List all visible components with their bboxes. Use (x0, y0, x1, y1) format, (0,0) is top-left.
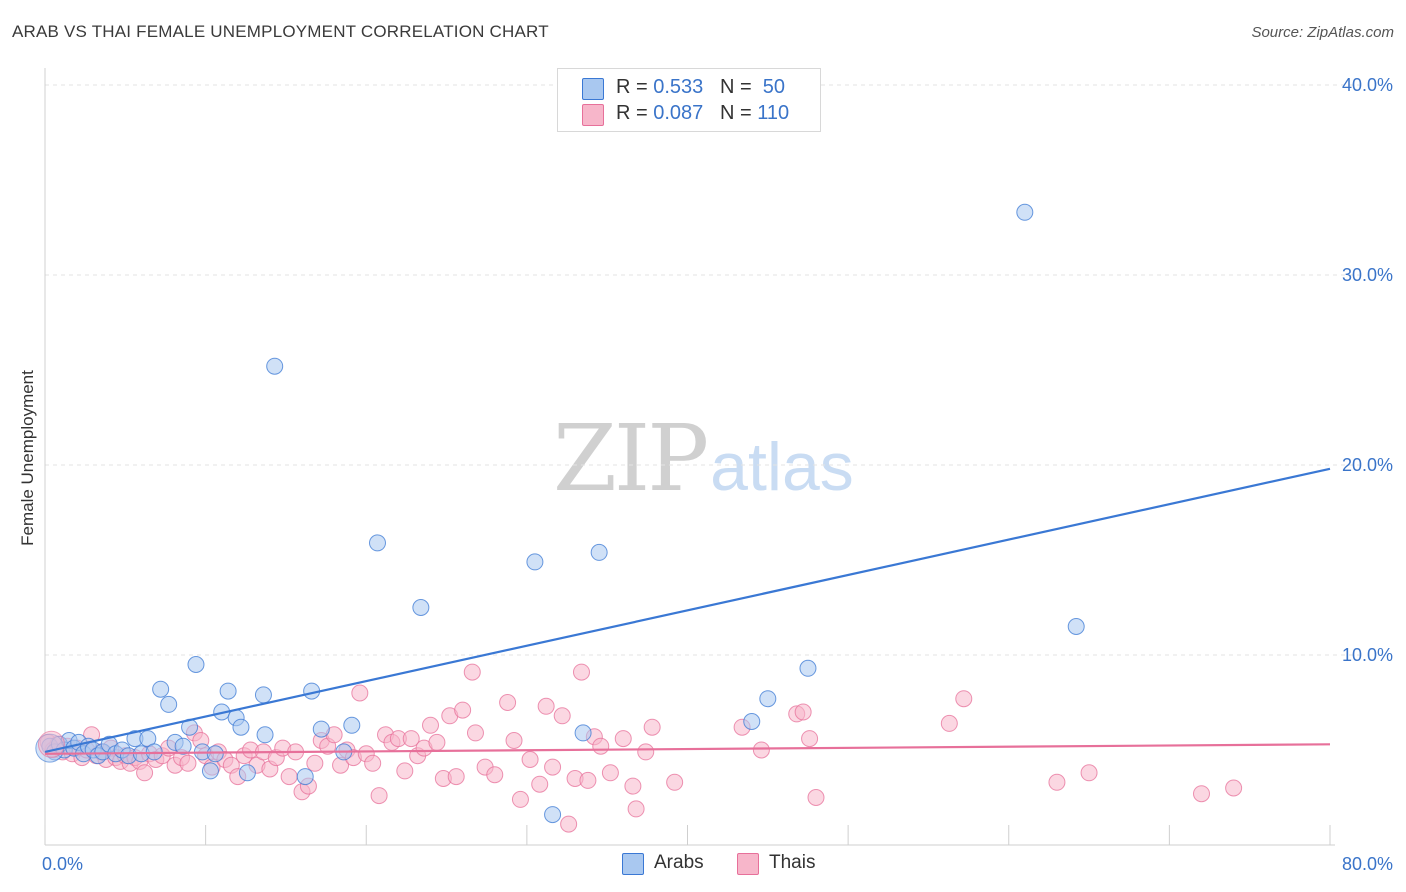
point-arabs (743, 713, 761, 730)
point-arabs (232, 718, 250, 736)
bottom-legend-label-arabs: Arabs (654, 852, 704, 873)
point-arabs (343, 716, 361, 734)
point-thais (592, 737, 610, 755)
legend-r-label: R = (616, 102, 648, 124)
y-tick-label: 10.0% (1342, 645, 1393, 665)
point-thais (627, 800, 645, 818)
point-arabs (174, 737, 192, 755)
legend-n-value-arabs: 50 (762, 76, 786, 98)
point-arabs (219, 682, 237, 700)
point-arabs (312, 720, 330, 738)
point-thais (370, 787, 388, 805)
legend-r-label: R = (616, 76, 648, 98)
point-thais (280, 768, 298, 786)
point-thais (601, 764, 619, 782)
point-thais (801, 730, 819, 748)
x-tick-label: 0.0% (42, 854, 83, 874)
point-thais (1080, 764, 1098, 782)
point-thais (940, 714, 958, 732)
bottom-legend-swatch-thais (737, 853, 759, 875)
point-thais (364, 754, 382, 772)
point-thais (624, 777, 642, 795)
point-arabs (238, 764, 256, 782)
point-thais (560, 815, 578, 833)
point-thais (955, 690, 973, 708)
point-arabs (266, 357, 284, 375)
point-thais (531, 775, 549, 793)
point-arabs (254, 686, 272, 704)
point-thais (666, 773, 684, 791)
point-thais (521, 751, 539, 768)
chart-title: ARAB VS THAI FEMALE UNEMPLOYMENT CORRELA… (12, 22, 549, 41)
point-arabs (1016, 203, 1034, 221)
point-thais (505, 732, 523, 749)
point-thais (553, 707, 571, 725)
point-arabs (1067, 618, 1085, 635)
point-arabs (544, 806, 562, 824)
legend-n-label: N = (719, 76, 752, 98)
point-arabs (201, 762, 219, 780)
point-thais (466, 724, 484, 742)
point-arabs (759, 690, 777, 708)
point-arabs (206, 745, 224, 763)
y-tick-label: 30.0% (1342, 265, 1393, 285)
trend-line-arabs (44, 467, 1331, 753)
point-thais (499, 694, 517, 711)
bottom-legend-swatch-arabs (622, 853, 644, 875)
legend-n-label: N = (719, 102, 752, 124)
point-thais (1048, 773, 1066, 791)
bottom-legend-label-thais: Thais (769, 852, 816, 873)
point-arabs (526, 553, 544, 571)
legend-r-value-thais: 0.087 (653, 102, 704, 124)
point-thais (794, 703, 812, 721)
point-thais (1193, 785, 1210, 803)
point-arabs (160, 695, 178, 713)
point-thais (511, 790, 529, 808)
point-arabs (590, 543, 608, 561)
x-tick-label: 80.0% (1342, 854, 1393, 874)
source-label: Source: ZipAtlas.com (1251, 24, 1394, 41)
legend-swatch-thais (582, 104, 604, 126)
point-thais (537, 697, 555, 715)
point-arabs (368, 534, 386, 552)
correlation-legend: R = 0.533 N = 50 R = 0.087 N = 110 (557, 68, 821, 132)
point-arabs (799, 659, 817, 677)
point-thais (447, 768, 465, 786)
trend-line-thais (44, 743, 1331, 755)
point-arabs (412, 599, 430, 616)
point-thais (614, 730, 632, 748)
legend-n-value-thais: 110 (757, 102, 790, 124)
point-arabs (187, 656, 205, 673)
legend-swatch-arabs (582, 78, 604, 100)
point-thais (402, 730, 420, 748)
point-thais (643, 718, 661, 736)
point-thais (807, 789, 825, 806)
y-tick-label: 20.0% (1342, 455, 1393, 475)
point-thais (454, 701, 472, 719)
point-thais (572, 663, 590, 681)
point-arabs (296, 768, 314, 786)
point-thais (306, 754, 324, 772)
legend-r-value-arabs: 0.533 (653, 76, 704, 98)
point-thais (579, 771, 597, 789)
point-thais (136, 764, 154, 782)
point-thais (1225, 779, 1243, 797)
point-thais (544, 758, 562, 776)
point-arabs (574, 724, 592, 742)
point-thais (351, 684, 369, 702)
y-tick-label: 40.0% (1342, 75, 1393, 95)
point-arabs (152, 680, 170, 698)
point-thais (428, 733, 446, 751)
point-thais (463, 663, 481, 681)
point-thais (179, 754, 197, 772)
point-thais (486, 766, 504, 784)
point-thais (752, 741, 770, 759)
point-thais (637, 743, 655, 761)
point-thais (396, 762, 414, 780)
point-thais (422, 716, 439, 734)
point-arabs (256, 726, 274, 744)
